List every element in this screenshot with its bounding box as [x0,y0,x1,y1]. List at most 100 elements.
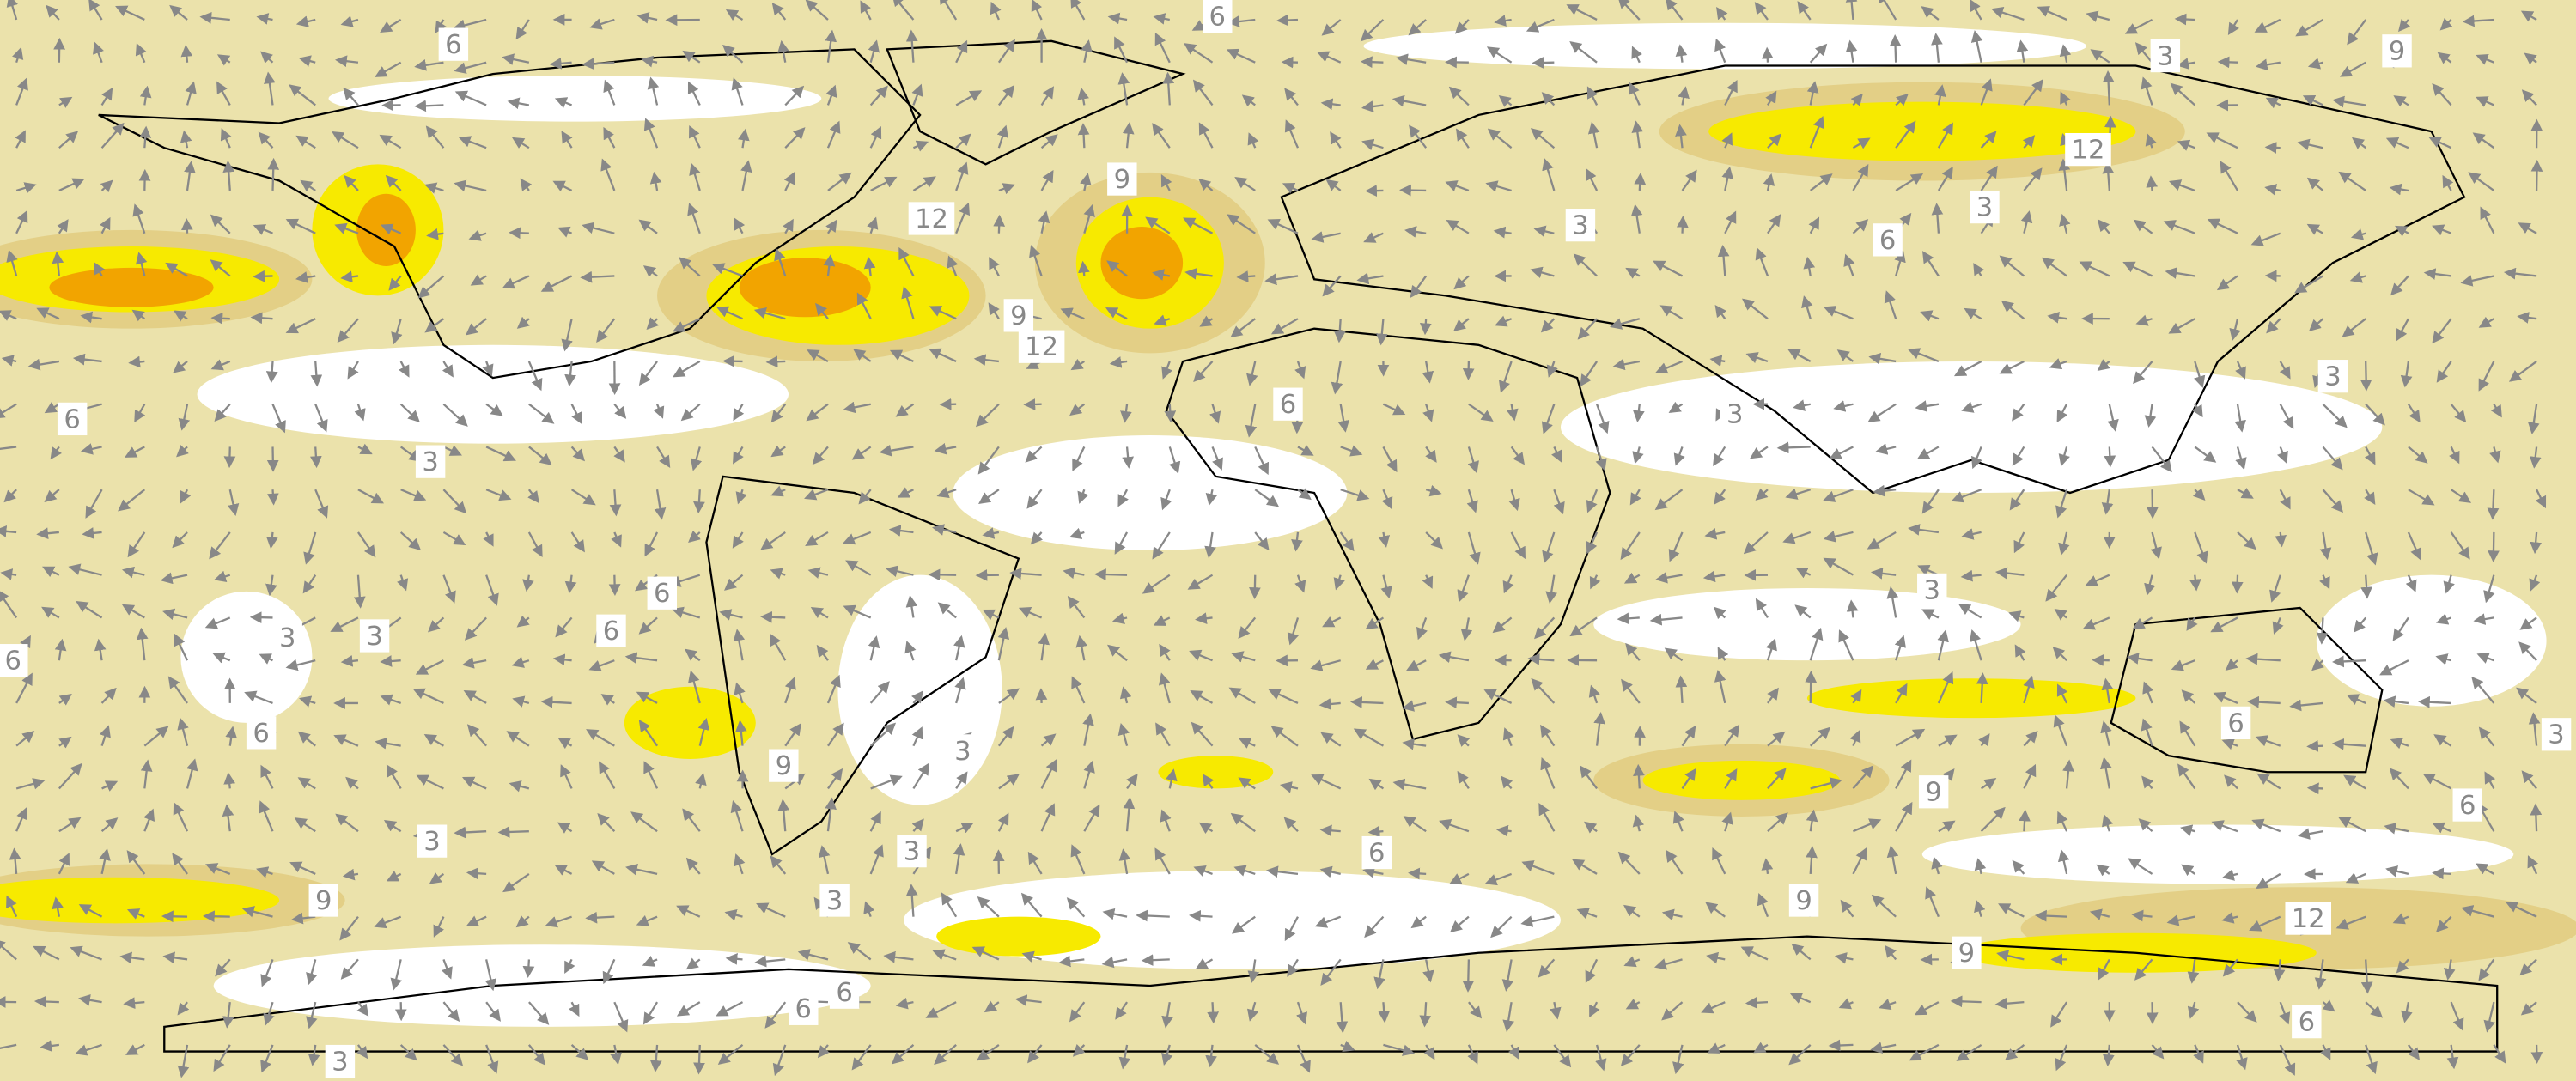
wind-arrow [2217,56,2238,69]
wind-arrow [340,655,359,667]
wind-arrow [2468,172,2495,191]
wind-arrow [1836,349,1854,362]
wind-arrow [1895,94,1909,106]
wind-arrow [2245,653,2281,665]
wind-arrow [0,589,18,619]
contour-label: 3 [1726,400,1743,430]
wind-arrow [770,403,787,423]
wind-arrow [1025,446,1043,463]
wind-arrow [2013,531,2025,554]
wind-arrow [1633,763,1645,789]
wind-arrow [738,128,750,149]
wind-arrow [1633,404,1645,423]
wind-arrow [1409,124,1428,149]
wind-arrow [982,527,1000,539]
wind-arrow [1510,531,1526,560]
wind-arrow [385,174,402,191]
wind-arrow [1297,488,1312,501]
wind-arrow [570,446,585,462]
wind-arrow [812,446,829,465]
wind-arrow [2082,616,2110,630]
wind-arrow [58,693,72,706]
wind-arrow [380,694,402,706]
wind-arrow [1467,531,1481,565]
wind-arrow [1067,595,1086,619]
wind-arrow [2405,574,2417,592]
wind-arrow [2423,268,2451,280]
wind-arrow [1895,173,1924,191]
wind-arrow [1107,644,1128,662]
wind-arrow [1750,446,1769,459]
wind-arrow [165,262,188,277]
wind-arrow [901,286,915,319]
wind-arrow [1408,19,1427,36]
wind-arrow [2518,641,2537,661]
wind-arrow [295,271,316,283]
wind-arrow [868,39,880,64]
wind-arrow [1542,531,1556,563]
wind-arrow [424,318,445,333]
wind-arrow [1168,446,1181,474]
wind-arrow [740,160,752,191]
wind-arrow [1419,319,1432,336]
wind-arrow [1040,86,1055,106]
wind-arrow [1678,86,1690,106]
wind-arrow [2319,531,2332,561]
wind-arrow [2174,13,2195,26]
wind-arrow [672,318,701,332]
wind-arrow [2049,358,2067,370]
wind-arrow [2472,132,2495,149]
wind-arrow [2001,300,2025,320]
wind-arrow [2483,574,2495,604]
wind-arrow [1655,571,1683,584]
wind-arrow [2254,18,2281,33]
wind-arrow [1894,635,1906,661]
wind-arrow [937,602,957,619]
wind-arrow [770,445,786,458]
wind-arrow [1809,115,1824,149]
wind-arrow [2392,616,2409,641]
wind-arrow [1907,348,1940,363]
wind-arrow [381,223,402,235]
wind-arrow [1120,404,1132,423]
wind-arrow [1709,355,1726,367]
wind-arrow [454,61,487,74]
wind-arrow [905,595,918,618]
wind-arrow [72,353,102,366]
wind-arrow [1845,39,1858,63]
wind-arrow [870,176,898,191]
wind-arrow [1999,255,2025,277]
wind-arrow [1072,446,1086,471]
wind-arrow [2476,653,2494,664]
wind-arrow [1204,531,1216,559]
wind-arrow [1453,275,1470,290]
wind-arrow [1360,19,1385,42]
wind-arrow [735,489,747,505]
wind-arrow [934,442,957,455]
wind-arrow [2432,318,2452,344]
wind-arrow [1668,531,1684,562]
wind-arrow [1629,489,1641,506]
wind-arrow [1782,531,1812,544]
wind-arrow [1009,568,1042,580]
wind-arrow [1991,7,2025,21]
wind-arrow [932,524,957,536]
wind-arrow [2439,17,2453,31]
wind-arrow [2277,446,2288,465]
wind-arrow [1189,649,1213,662]
wind-arrow [955,202,971,234]
wind-arrow [1408,867,1427,880]
wind-arrow [1060,307,1085,320]
wind-arrow [2450,531,2470,560]
wind-arrow [94,638,107,661]
wind-arrow [939,0,958,21]
wind-arrow [80,443,102,455]
wind-arrow [265,531,278,550]
wind-arrow [2265,97,2281,109]
wind-arrow [1586,489,1599,513]
wind-arrow [2008,610,2025,622]
wind-arrow [1425,446,1437,463]
wind-arrow [1498,94,1513,107]
wind-arrow [2365,403,2385,426]
